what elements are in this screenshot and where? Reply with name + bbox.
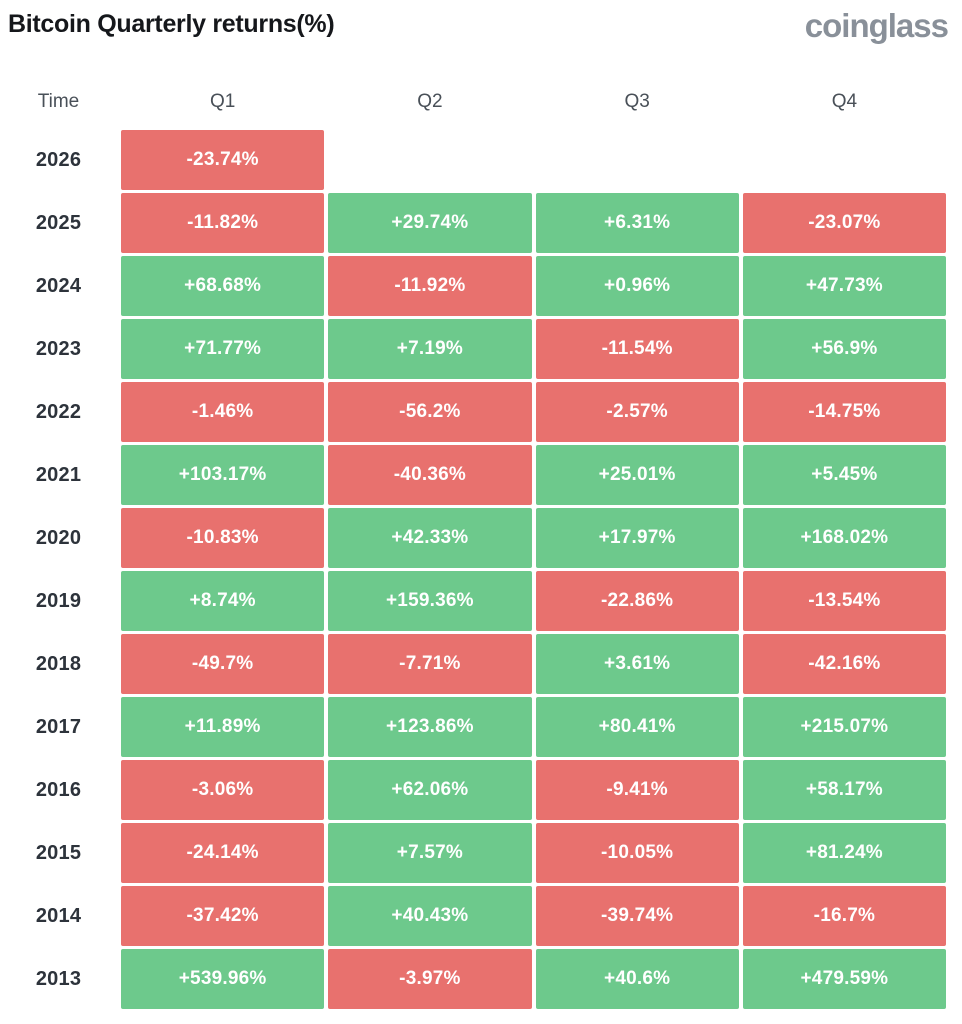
table-row: 2021 +103.17% -40.36% +25.01% +5.45% [0,445,946,505]
table-row: 2016 -3.06% +62.06% -9.41% +58.17% [0,760,946,820]
year-label: 2014 [35,904,82,927]
return-cell-2026-q1: -23.74% [121,130,325,190]
return-cell-2021-q3: +25.01% [535,445,739,505]
return-cell-2023-q1: +71.77% [121,319,325,379]
table-row: 2025 -11.82% +29.74% +6.31% -23.07% [0,193,946,253]
return-cell-2017-q3: +80.41% [535,697,739,757]
return-cell-2026-q4 [743,130,946,190]
return-cell-2020-q1: -10.83% [121,508,325,568]
return-cell-2023-q2: +7.19% [328,319,532,379]
return-cell-2024-q1: +68.68% [121,256,325,316]
return-cell-2022-q2: -56.2% [328,382,532,442]
table-row: 2017 +11.89% +123.86% +80.41% +215.07% [0,697,946,757]
return-cell-2019-q4: -13.54% [742,571,946,631]
year-label: 2016 [35,778,82,801]
table-row: 2022 -1.46% -56.2% -2.57% -14.75% [0,382,946,442]
return-cell-2020-q3: +17.97% [535,508,739,568]
year-label: 2013 [35,967,82,990]
return-cell-2019-q1: +8.74% [121,571,325,631]
column-header-q1: Q1 [209,91,236,112]
return-cell-2018-q3: +3.61% [535,634,739,694]
column-header-q2: Q2 [417,91,443,112]
return-cell-2013-q3: +40.6% [535,949,739,1009]
return-cell-2013-q1: +539.96% [121,949,325,1009]
return-cell-2024-q2: -11.92% [328,256,532,316]
return-cell-2019-q2: +159.36% [328,571,532,631]
return-cell-2025-q4: -23.07% [742,193,946,253]
return-cell-2025-q2: +29.74% [328,193,532,253]
return-cell-2016-q2: +62.06% [328,760,532,820]
return-cell-2025-q3: +6.31% [535,193,739,253]
return-cell-2015-q4: +81.24% [742,823,946,883]
return-cell-2018-q4: -42.16% [742,634,946,694]
year-label: 2024 [35,274,82,297]
column-header-q3: Q3 [624,91,650,112]
page-title: Bitcoin Quarterly returns(%) [8,10,335,38]
return-cell-2016-q1: -3.06% [121,760,325,820]
table-row: 2024 +68.68% -11.92% +0.96% +47.73% [0,256,946,316]
year-label: 2015 [35,841,82,864]
return-cell-2023-q3: -11.54% [535,319,739,379]
return-cell-2023-q4: +56.9% [742,319,946,379]
table-row: 2020 -10.83% +42.33% +17.97% +168.02% [0,508,946,568]
table-row: 2015 -24.14% +7.57% -10.05% +81.24% [0,823,946,883]
table-row: 2018 -49.7% -7.71% +3.61% -42.16% [0,634,946,694]
table-row: 2014 -37.42% +40.43% -39.74% -16.7% [0,886,946,946]
return-cell-2013-q4: +479.59% [742,949,946,1009]
year-label: 2019 [35,589,82,612]
column-header-q4: Q4 [831,91,858,112]
table-row: 2019 +8.74% +159.36% -22.86% -13.54% [0,571,946,631]
return-cell-2022-q4: -14.75% [742,382,946,442]
year-label: 2020 [35,526,82,549]
page-header: Bitcoin Quarterly returns(%) coinglass [0,0,962,56]
return-cell-2021-q1: +103.17% [121,445,325,505]
returns-table-body: 2026 -23.74% 2025 -11.82% +29.74% +6.31% -23.0… [0,130,946,1009]
return-cell-2021-q4: +5.45% [742,445,946,505]
column-header-time: Time [37,91,80,112]
return-cell-2014-q2: +40.43% [328,886,532,946]
return-cell-2019-q3: -22.86% [535,571,739,631]
return-cell-2024-q4: +47.73% [742,256,946,316]
return-cell-2026-q2 [328,130,531,190]
coinglass-logo: coinglass [804,7,949,44]
return-cell-2022-q3: -2.57% [535,382,739,442]
return-cell-2026-q3 [536,130,739,190]
return-cell-2020-q2: +42.33% [328,508,532,568]
year-label: 2021 [35,463,82,486]
year-label: 2026 [35,148,82,171]
return-cell-2025-q1: -11.82% [121,193,325,253]
return-cell-2015-q1: -24.14% [121,823,325,883]
return-cell-2017-q1: +11.89% [121,697,325,757]
table-header-row: Time Q1 Q2 Q3 Q4 [0,80,946,124]
return-cell-2015-q3: -10.05% [535,823,739,883]
table-row: 2026 -23.74% [0,130,946,190]
return-cell-2022-q1: -1.46% [121,382,325,442]
table-row: 2023 +71.77% +7.19% -11.54% +56.9% [0,319,946,379]
return-cell-2018-q2: -7.71% [328,634,532,694]
return-cell-2017-q4: +215.07% [742,697,946,757]
year-label: 2018 [35,652,82,675]
return-cell-2018-q1: -49.7% [121,634,325,694]
return-cell-2024-q3: +0.96% [535,256,739,316]
return-cell-2021-q2: -40.36% [328,445,532,505]
return-cell-2014-q1: -37.42% [121,886,325,946]
return-cell-2016-q4: +58.17% [742,760,946,820]
year-label: 2023 [35,337,82,360]
return-cell-2020-q4: +168.02% [742,508,946,568]
return-cell-2013-q2: -3.97% [328,949,532,1009]
return-cell-2014-q3: -39.74% [535,886,739,946]
return-cell-2016-q3: -9.41% [535,760,739,820]
table-row: 2013 +539.96% -3.97% +40.6% +479.59% [0,949,946,1009]
year-label: 2025 [35,211,82,234]
year-label: 2022 [35,400,82,423]
return-cell-2014-q4: -16.7% [742,886,946,946]
year-label: 2017 [35,715,82,738]
return-cell-2017-q2: +123.86% [328,697,532,757]
return-cell-2015-q2: +7.57% [328,823,532,883]
